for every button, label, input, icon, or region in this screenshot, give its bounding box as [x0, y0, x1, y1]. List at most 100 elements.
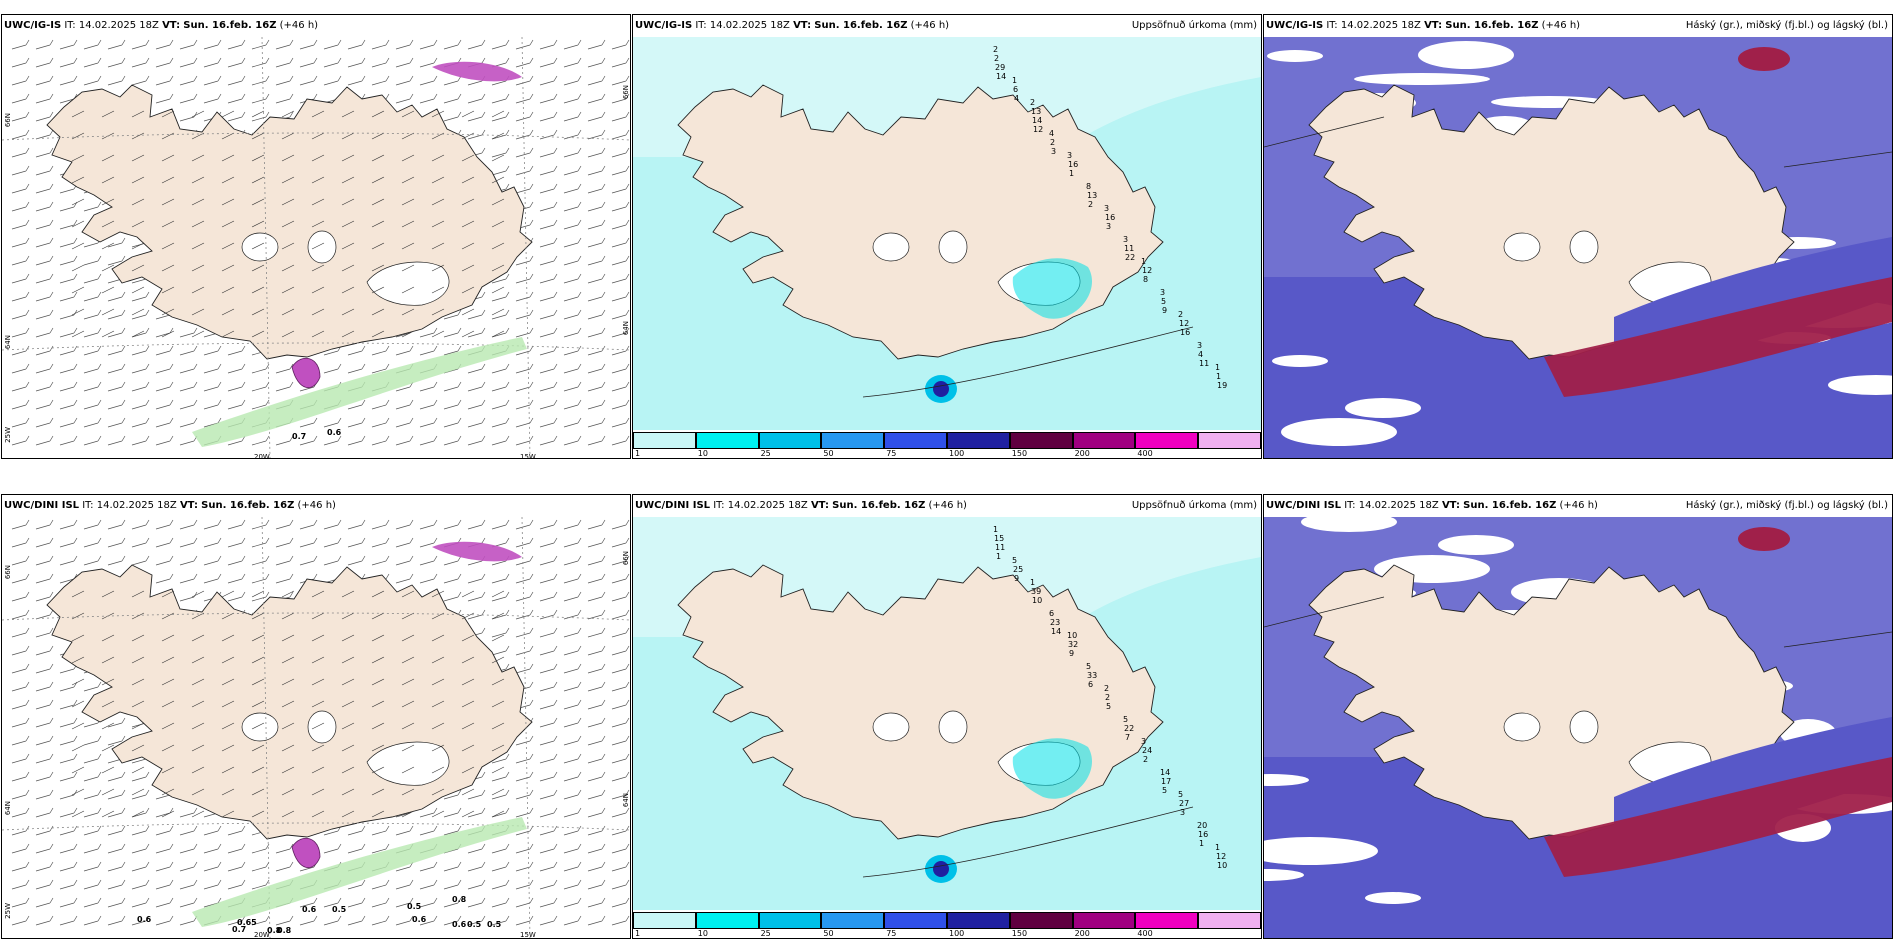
wind-barb-land — [281, 308, 295, 316]
wind-barb — [35, 573, 54, 584]
wind-barb-land — [221, 264, 235, 272]
wind-barb — [611, 861, 630, 872]
wind-barb — [275, 861, 294, 872]
wind-barb — [611, 399, 630, 410]
wind-barb — [131, 897, 150, 908]
wind-barb — [467, 843, 486, 854]
wind-barb — [539, 39, 558, 50]
wind-barb — [11, 681, 30, 692]
wind-barb-land — [311, 198, 325, 206]
cloud-map — [1264, 517, 1892, 938]
wind-barb — [155, 363, 174, 374]
value-label: 15 — [994, 534, 1004, 543]
wind-barb — [587, 627, 606, 638]
wind-barb — [587, 699, 606, 710]
wind-barb-land — [71, 810, 85, 818]
wind-barb-land — [341, 286, 355, 294]
wind-barb — [251, 399, 270, 410]
wind-barb — [587, 771, 606, 782]
wind-barb — [275, 363, 294, 374]
wind-barb — [491, 627, 510, 638]
wind-barb — [563, 627, 582, 638]
wind-barb — [11, 255, 30, 266]
panel-title: UWC/IG-IS IT: 14.02.2025 18Z VT: Sun. 16… — [633, 15, 1261, 37]
wind-barb-land — [281, 700, 295, 708]
glacier-hofsjokull — [938, 230, 968, 264]
wind-barb — [179, 843, 198, 854]
wind-barb — [467, 915, 486, 926]
wind-barb-land — [161, 590, 175, 598]
wind-barb — [155, 75, 174, 86]
wind-barb-land — [491, 176, 505, 184]
wind-barb-land — [311, 242, 325, 250]
value-label: 9 — [1069, 649, 1074, 658]
wind-barb — [539, 345, 558, 356]
wind-barb — [611, 789, 630, 800]
wind-barb — [587, 165, 606, 176]
wind-barb — [587, 753, 606, 764]
wind-barb — [35, 825, 54, 836]
wind-barb — [587, 879, 606, 890]
wind-barb — [467, 417, 486, 428]
wind-barb-land — [221, 678, 235, 686]
wind-barb-land — [251, 220, 265, 228]
wind-barb-land — [71, 154, 85, 162]
wind-barb — [419, 327, 438, 338]
wind-barb-land — [401, 810, 415, 818]
wind-barb — [179, 327, 198, 338]
wind-barb — [59, 771, 78, 782]
wind-barb — [395, 519, 414, 530]
wind-barb-land — [371, 788, 385, 796]
wind-barb — [107, 897, 126, 908]
wind-barb-land — [341, 330, 355, 338]
wind-barb — [611, 219, 630, 230]
wind-barb-land — [251, 766, 265, 774]
wind-barb — [107, 879, 126, 890]
wind-barb — [491, 843, 510, 854]
wind-barb — [563, 111, 582, 122]
wind-barb — [443, 519, 462, 530]
colorbar-tick: 1 — [635, 449, 641, 458]
wind-barb — [35, 807, 54, 818]
wind-barb — [587, 843, 606, 854]
wind-barb — [35, 681, 54, 692]
wind-barb — [11, 771, 30, 782]
wind-barb — [11, 129, 30, 140]
value-label: 0.6 — [452, 920, 467, 929]
wind-barb — [83, 807, 102, 818]
wind-barb — [35, 771, 54, 782]
wind-barb — [563, 771, 582, 782]
wind-barb-land — [401, 656, 415, 664]
wind-barb — [611, 147, 630, 158]
wind-barb — [11, 147, 30, 158]
wind-barb — [11, 237, 30, 248]
wind-barb — [11, 57, 30, 68]
wind-barb-land — [221, 590, 235, 598]
wind-barb — [467, 399, 486, 410]
colorbar-swatch — [1198, 432, 1261, 449]
wind-barb-land — [491, 678, 505, 686]
value-label: 16 — [1068, 160, 1078, 169]
wind-barb — [539, 75, 558, 86]
value-label: 5 — [1161, 297, 1166, 306]
wind-barb — [251, 573, 270, 584]
wind-barb — [491, 771, 510, 782]
wind-barb — [251, 537, 270, 548]
wind-barb-land — [161, 154, 175, 162]
wind-barb-land — [311, 110, 325, 118]
wind-barb — [107, 717, 126, 728]
longitude-line — [261, 517, 271, 938]
wind-barb — [83, 735, 102, 746]
wind-barb-land — [251, 308, 265, 316]
wind-barb — [83, 201, 102, 212]
wind-barb — [179, 537, 198, 548]
wind-barb-land — [341, 744, 355, 752]
wind-barb-land — [371, 810, 385, 818]
wind-barb-land — [431, 810, 445, 818]
wind-barb — [131, 519, 150, 530]
value-label: 3 — [1160, 288, 1165, 297]
longitude-line — [521, 517, 531, 938]
wind-barb-land — [221, 788, 235, 796]
wind-barb — [35, 843, 54, 854]
wind-barb-land — [341, 810, 355, 818]
